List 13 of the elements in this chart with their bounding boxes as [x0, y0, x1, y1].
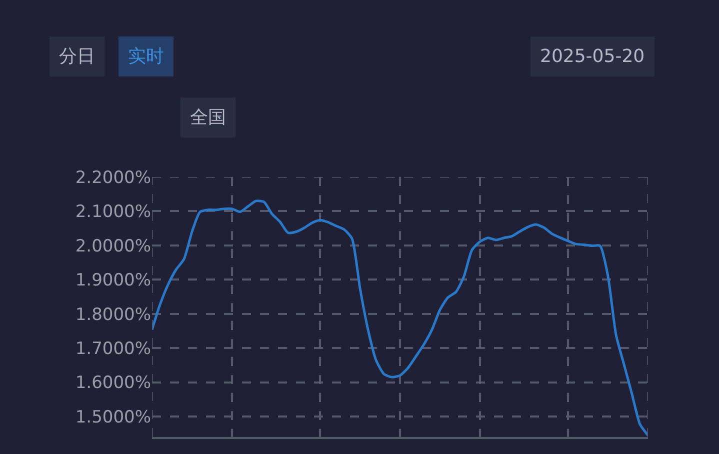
text: 实时 — [128, 46, 164, 67]
y-tick-label: 2.0000% — [75, 236, 151, 256]
text: 2025-05-20 — [540, 46, 645, 67]
y-tick-label: 2.1000% — [75, 202, 151, 222]
line-series — [152, 200, 648, 437]
y-tick-label: 1.7000% — [75, 339, 151, 359]
y-tick-label: 2.2000% — [75, 168, 151, 188]
y-tick-label: 1.5000% — [75, 407, 151, 428]
y-tick-label: 1.8000% — [75, 304, 151, 325]
text: 分日 — [59, 46, 95, 67]
y-tick-label: 1.9000% — [75, 270, 151, 291]
y-tick-label: 1.6000% — [75, 373, 151, 394]
text: 全国 — [190, 107, 226, 128]
